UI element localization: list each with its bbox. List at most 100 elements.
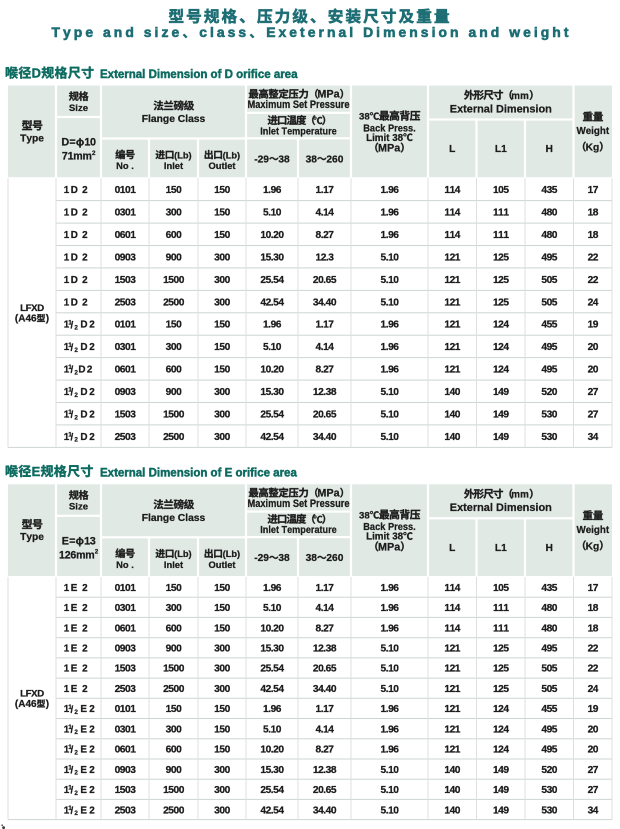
svg-text:Outlet: Outlet	[208, 559, 235, 570]
svg-text:20: 20	[588, 342, 599, 353]
svg-text:121: 121	[444, 745, 460, 756]
svg-text:121: 121	[444, 684, 460, 695]
svg-text:2: 2	[89, 342, 95, 353]
svg-text:121: 121	[444, 320, 460, 331]
svg-text:2: 2	[82, 297, 88, 308]
svg-text:300: 300	[214, 432, 230, 443]
svg-text:20: 20	[588, 745, 599, 756]
svg-text:MPa: MPa	[317, 488, 340, 500]
svg-text:125: 125	[493, 684, 509, 695]
svg-text:1: 1	[64, 342, 70, 353]
svg-text:(Lb): (Lb)	[223, 150, 241, 160]
svg-text:1.96: 1.96	[380, 603, 399, 614]
svg-text:/: /	[71, 745, 74, 756]
svg-text:2: 2	[82, 230, 88, 241]
svg-text:900: 900	[166, 644, 182, 655]
svg-text:18: 18	[588, 623, 599, 634]
svg-text:5.10: 5.10	[380, 275, 399, 286]
svg-text:121: 121	[444, 342, 460, 353]
svg-text:300: 300	[214, 785, 230, 796]
svg-text:1: 1	[64, 253, 70, 264]
svg-text:D: D	[80, 410, 87, 421]
svg-text:): )	[46, 313, 49, 324]
svg-text:2: 2	[89, 745, 95, 756]
svg-text:E: E	[71, 684, 78, 695]
svg-text:495: 495	[541, 644, 557, 655]
svg-text:38: 38	[359, 112, 370, 123]
svg-text:2: 2	[74, 729, 78, 736]
svg-text:E: E	[71, 623, 78, 634]
svg-text:0903: 0903	[115, 253, 137, 264]
svg-text:-29: -29	[254, 154, 269, 165]
svg-text:1: 1	[68, 805, 72, 812]
svg-text:150: 150	[214, 724, 230, 735]
svg-text:2503: 2503	[115, 805, 137, 816]
svg-text:125: 125	[493, 644, 509, 655]
svg-text:/: /	[71, 365, 74, 376]
svg-text:17: 17	[588, 583, 599, 594]
svg-text:0301: 0301	[115, 208, 137, 219]
svg-text:E: E	[32, 464, 41, 479]
svg-text:15.30: 15.30	[260, 644, 284, 655]
svg-text:/: /	[71, 343, 74, 354]
svg-text:2: 2	[82, 664, 88, 675]
svg-text:/: /	[71, 388, 74, 399]
svg-text:0601: 0601	[115, 623, 137, 634]
svg-text:1503: 1503	[115, 410, 137, 421]
svg-text:LFXD: LFXD	[20, 303, 44, 314]
svg-text:18: 18	[588, 603, 599, 614]
svg-text:5.10: 5.10	[380, 297, 399, 308]
svg-text:105: 105	[493, 583, 509, 594]
svg-text:1500: 1500	[163, 785, 185, 796]
svg-text:1.96: 1.96	[380, 583, 399, 594]
svg-text:27: 27	[588, 410, 599, 421]
svg-text:12.38: 12.38	[313, 765, 337, 776]
svg-text:4.14: 4.14	[315, 603, 334, 614]
svg-text:10.20: 10.20	[260, 230, 284, 241]
svg-text:600: 600	[166, 365, 182, 376]
svg-text:300: 300	[166, 208, 182, 219]
svg-text:480: 480	[541, 230, 557, 241]
svg-text:15.30: 15.30	[260, 765, 284, 776]
svg-text:1: 1	[64, 583, 70, 594]
svg-text:2: 2	[89, 704, 95, 715]
svg-text:Type and size: Type and size	[52, 24, 183, 40]
svg-text:External Dimension of D orific: External Dimension of D orifice area	[100, 69, 298, 81]
svg-text:121: 121	[444, 297, 460, 308]
svg-text:1: 1	[64, 603, 70, 614]
svg-text:19: 19	[588, 320, 599, 331]
svg-text:114: 114	[444, 230, 460, 241]
svg-text:5.10: 5.10	[263, 603, 282, 614]
svg-text:Inlet Temperature: Inlet Temperature	[260, 126, 337, 137]
svg-text:2: 2	[74, 770, 78, 777]
svg-text:2: 2	[74, 347, 78, 354]
svg-text:0101: 0101	[115, 320, 137, 331]
svg-text:2: 2	[89, 765, 95, 776]
svg-text:2: 2	[82, 684, 88, 695]
svg-text:2: 2	[82, 583, 88, 594]
svg-text:5.10: 5.10	[380, 684, 399, 695]
svg-text:1500: 1500	[163, 410, 185, 421]
svg-text:D: D	[71, 275, 78, 286]
svg-text:121: 121	[444, 724, 460, 735]
svg-text:Maximum Set Pressure: Maximum Set Pressure	[248, 99, 350, 111]
svg-text:20.65: 20.65	[313, 664, 337, 675]
svg-text:300: 300	[214, 253, 230, 264]
svg-text:Limit 38: Limit 38	[366, 532, 404, 543]
svg-text:0101: 0101	[115, 185, 137, 196]
svg-text:Back Press.: Back Press.	[363, 123, 416, 134]
svg-text:/: /	[71, 786, 74, 797]
svg-text:Flange Class: Flange Class	[142, 513, 206, 524]
svg-text:0301: 0301	[115, 724, 137, 735]
svg-text:D: D	[71, 253, 78, 264]
svg-text:20: 20	[588, 724, 599, 735]
svg-text:150: 150	[166, 704, 182, 715]
svg-text:Outlet: Outlet	[208, 160, 235, 171]
svg-text:530: 530	[541, 805, 557, 816]
svg-text:140: 140	[444, 785, 460, 796]
svg-text:114: 114	[444, 208, 460, 219]
svg-text:1: 1	[68, 387, 72, 394]
svg-text:/: /	[71, 806, 74, 817]
svg-text:495: 495	[541, 365, 557, 376]
svg-text:149: 149	[493, 785, 509, 796]
